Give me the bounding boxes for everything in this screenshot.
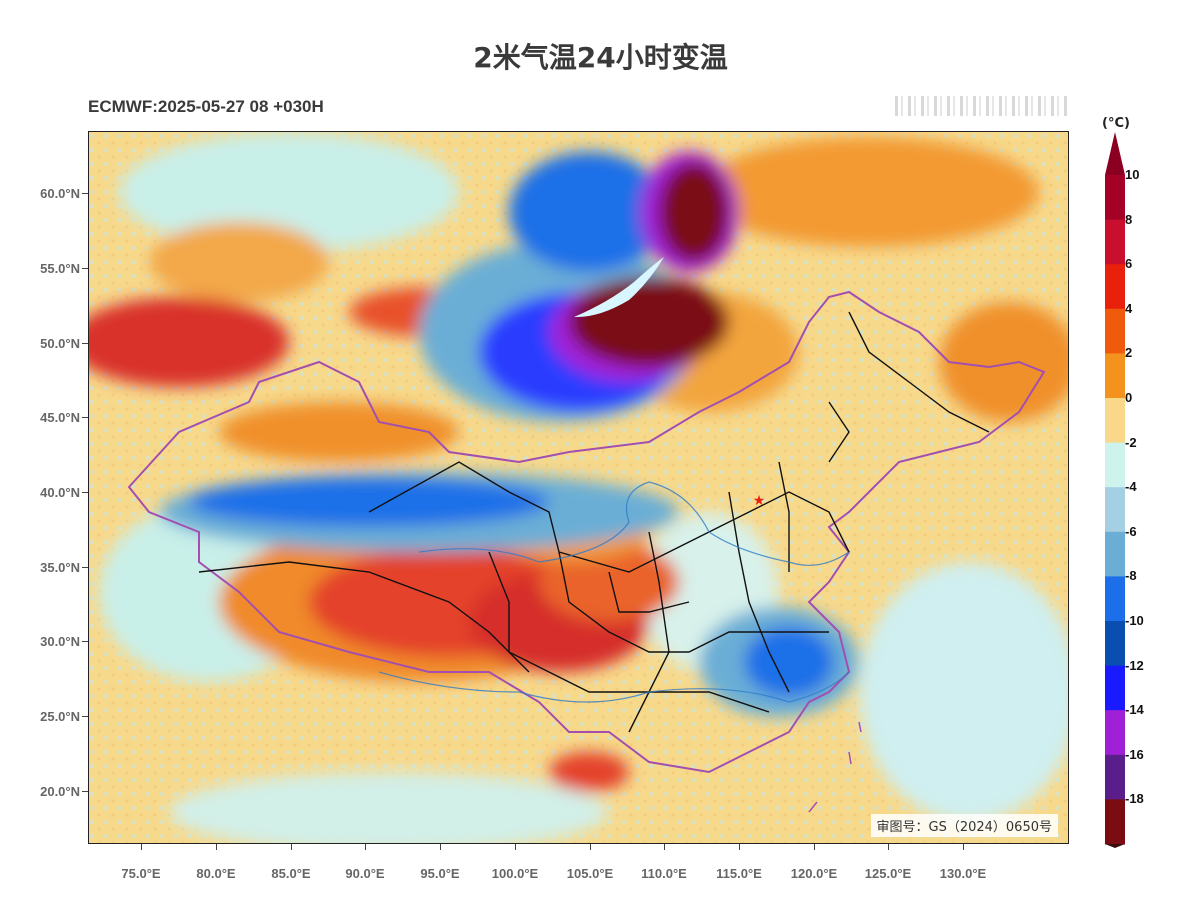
colorbar-tick-label: -6 [1125,523,1137,539]
colorbar-swatch [1105,621,1125,667]
colorbar-tick-label: 4 [1125,300,1133,316]
colorbar-swatch [1105,754,1125,800]
lon-label-110: 110.0°E [641,866,687,881]
map-approval-credit: 审图号：GS（2024）0650号 [870,814,1058,837]
colorbar-swatch [1105,264,1125,310]
rivers [378,481,850,703]
colorbar-tick-label: -14 [1125,702,1144,718]
colorbar-swatch [1105,487,1125,533]
colorbar-swatch [1105,219,1125,265]
colorbar-tick-label: -8 [1125,568,1137,584]
lat-label-60: 60.0°N [40,186,80,201]
colorbar-swatch [1105,710,1125,756]
lat-label-45: 45.0°N [40,410,80,425]
colorbar-swatch [1105,799,1125,845]
colorbar-swatch [1105,353,1125,399]
watermark-logo [895,96,1070,116]
lon-label-75: 75.0°E [121,866,161,881]
lon-label-95: 95.0°E [420,866,460,881]
lon-label-90: 90.0°E [345,866,385,881]
colorbar-top-extend [1105,132,1125,175]
colorbar [1105,132,1125,848]
lake-shape [574,257,664,318]
lat-label-35: 35.0°N [40,560,80,575]
map-title: 2米气温24小时变温 [473,41,728,74]
colorbar-unit: (°C) [1102,116,1130,131]
lon-label-115: 115.0°E [716,866,762,881]
colorbar-swatch [1105,576,1125,622]
colorbar-tick-label: 8 [1125,211,1133,227]
lat-label-20: 20.0°N [40,784,80,799]
lat-label-40: 40.0°N [40,485,80,500]
colorbar-tick-label: -12 [1125,657,1144,673]
colorbar-tick-label: 6 [1125,256,1133,272]
lat-label-50: 50.0°N [40,336,80,351]
lat-label-25: 25.0°N [40,709,80,724]
lon-label-120: 120.0°E [790,866,838,881]
map-canvas: ★ [89,132,1068,843]
colorbar-tick-label: -4 [1125,479,1137,495]
colorbar-swatch [1105,442,1125,488]
lon-label-125: 125.0°E [864,866,912,881]
lon-label-80: 80.0°E [196,866,236,881]
colorbar-tick-label: 10 [1125,167,1140,182]
capital-star-icon: ★ [753,493,766,509]
colorbar-bottom-extend [1105,844,1125,848]
temperature-change-map[interactable]: ★ 审图号：GS（2024）0650号 [88,131,1069,844]
lon-label-85: 85.0°E [271,866,311,881]
colorbar-swatch [1105,175,1125,221]
lat-label-55: 55.0°N [40,261,80,276]
national-border [127,290,1046,774]
lon-label-130: 130.0°E [939,866,987,881]
colorbar-tick-label: 2 [1125,345,1133,361]
lat-label-30: 30.0°N [40,634,80,649]
colorbar-tick-label: -2 [1125,434,1137,450]
colorbar-tick-label: 0 [1125,390,1133,405]
colorbar-swatch [1105,531,1125,577]
colorbar-tick-label: -16 [1125,746,1144,762]
colorbar-swatch [1105,665,1125,711]
province-borders [198,311,990,733]
lon-label-105: 105.0°E [566,866,614,881]
model-run-label: ECMWF:2025-05-27 08 +030H [88,97,324,116]
colorbar-tick-label: -18 [1125,791,1144,807]
sea-boundary-dashes [808,721,862,813]
colorbar-tick-label: -10 [1125,613,1144,628]
colorbar-swatch [1105,398,1125,444]
colorbar-swatch [1105,308,1125,354]
lon-label-100: 100.0°E [491,866,539,881]
